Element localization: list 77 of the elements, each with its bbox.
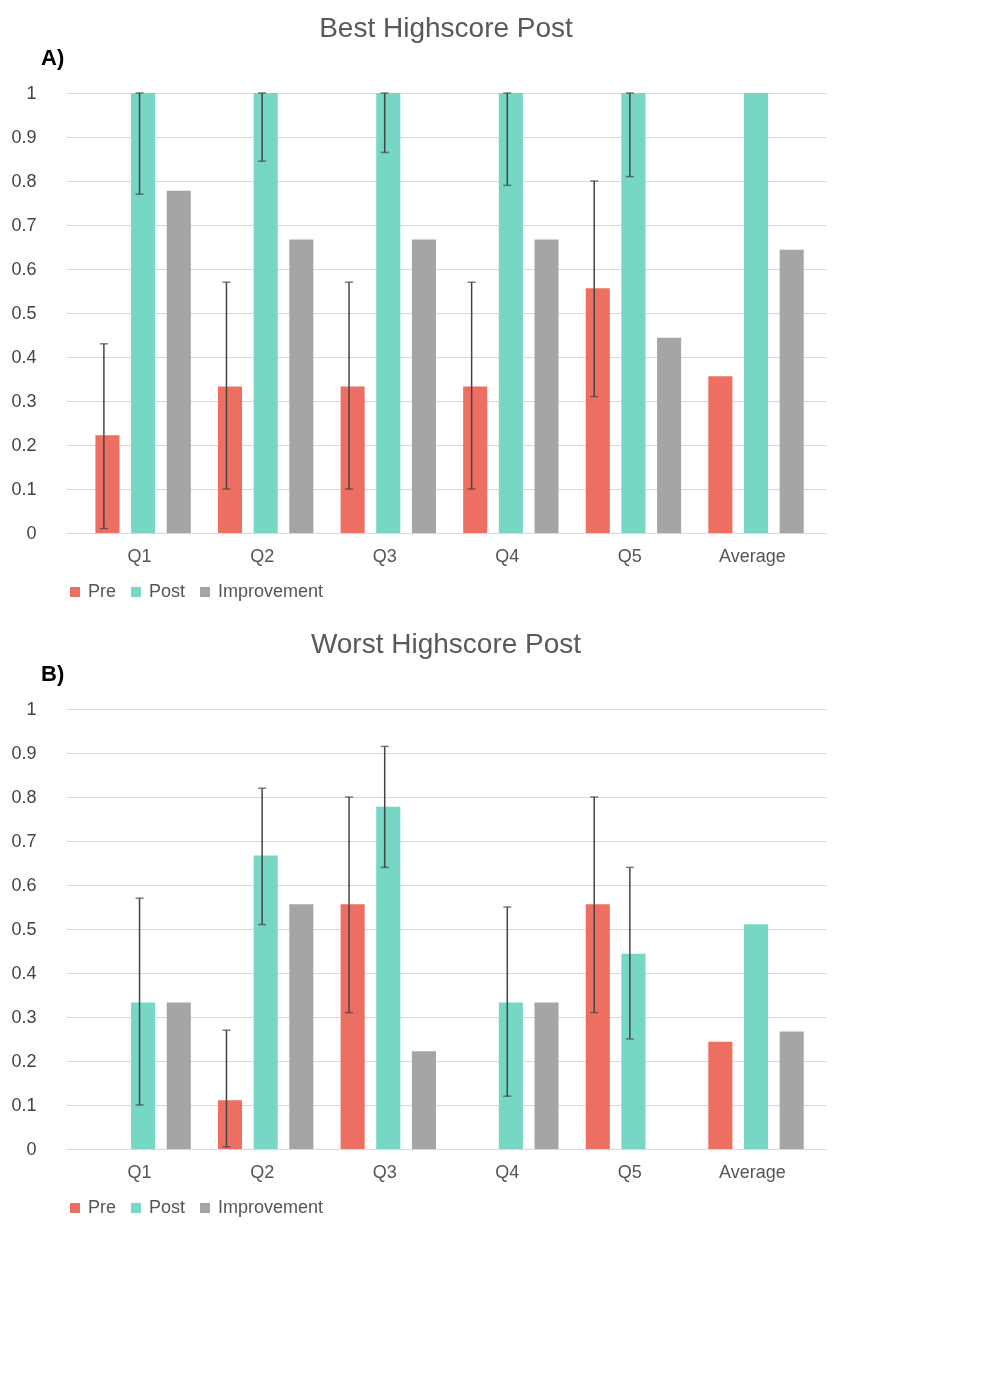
bar [657, 337, 682, 533]
legend-label: Pre [88, 581, 117, 601]
y-tick-label: 0.1 [11, 1094, 37, 1115]
y-tick-label: 0.8 [11, 786, 37, 807]
y-tick-label: 0.5 [11, 918, 37, 939]
legend-label: Improvement [218, 581, 324, 601]
y-tick-label: 0.6 [11, 258, 37, 279]
x-tick-label: Q4 [495, 545, 520, 566]
x-tick-label: Q2 [250, 1161, 275, 1182]
y-tick-label: 0.8 [11, 170, 37, 191]
bar [131, 93, 156, 533]
bar [743, 93, 769, 533]
y-tick-label: 0.5 [11, 302, 37, 323]
bar [743, 924, 769, 1149]
legend-label: Improvement [218, 1197, 324, 1217]
y-tick-label: 1 [26, 698, 37, 719]
y-tick-label: 0.4 [11, 346, 37, 367]
bar [131, 1002, 156, 1149]
bar [708, 1041, 733, 1149]
x-tick-label: Q5 [617, 545, 642, 566]
bar [166, 190, 191, 533]
x-tick-label: Average [719, 545, 786, 566]
y-tick-label: 1 [26, 82, 37, 103]
chart-title: Best Highscore Post [319, 12, 574, 43]
bar [218, 386, 243, 533]
chart-title: Worst Highscore Post [310, 628, 582, 659]
y-tick-label: 0.9 [11, 742, 37, 763]
bar [289, 904, 314, 1149]
y-tick-label: 0.3 [11, 390, 37, 411]
bar [289, 239, 314, 533]
y-tick-label: 0.9 [11, 126, 37, 147]
y-tick-label: 0.3 [11, 1006, 37, 1027]
y-tick-label: 0.7 [11, 830, 37, 851]
y-tick-label: 0.6 [11, 874, 37, 895]
bar [463, 386, 488, 533]
bar [340, 386, 365, 533]
bar [779, 1031, 804, 1149]
y-tick-label: 0 [26, 1138, 37, 1159]
x-tick-label: Q5 [617, 1161, 642, 1182]
bar [621, 93, 646, 533]
bar [376, 806, 401, 1149]
bar [253, 93, 278, 533]
bar [534, 1002, 559, 1149]
bar [534, 239, 559, 533]
x-tick-label: Q2 [250, 545, 275, 566]
y-tick-label: 0.2 [11, 434, 37, 455]
bar [411, 239, 436, 533]
bar [498, 93, 523, 533]
legend-label: Post [149, 1197, 186, 1217]
text: A) [41, 45, 65, 70]
y-tick-label: 0.4 [11, 962, 37, 983]
bar [340, 904, 365, 1149]
x-tick-label: Average [719, 1161, 786, 1182]
y-tick-label: 0.1 [11, 478, 37, 499]
bar [708, 376, 733, 533]
x-tick-label: Q4 [495, 1161, 520, 1182]
bar [253, 855, 278, 1149]
x-tick-label: Q1 [127, 1161, 152, 1182]
bar [376, 93, 401, 533]
legend-label: Pre [88, 1197, 117, 1217]
bar [166, 1002, 191, 1149]
y-tick-label: 0 [26, 522, 37, 543]
x-tick-label: Q3 [372, 1161, 397, 1182]
bar [218, 1100, 243, 1149]
x-tick-label: Q1 [127, 545, 152, 566]
bar [498, 1002, 523, 1149]
bar [95, 435, 120, 533]
bar [779, 249, 804, 533]
x-tick-label: Q3 [372, 545, 397, 566]
bar [585, 288, 610, 533]
y-tick-label: 0.2 [11, 1050, 37, 1071]
bar [411, 1051, 436, 1149]
legend-label: Post [149, 581, 186, 601]
bar [585, 904, 610, 1149]
bar [621, 953, 646, 1149]
text: B) [41, 661, 65, 686]
y-tick-label: 0.7 [11, 214, 37, 235]
